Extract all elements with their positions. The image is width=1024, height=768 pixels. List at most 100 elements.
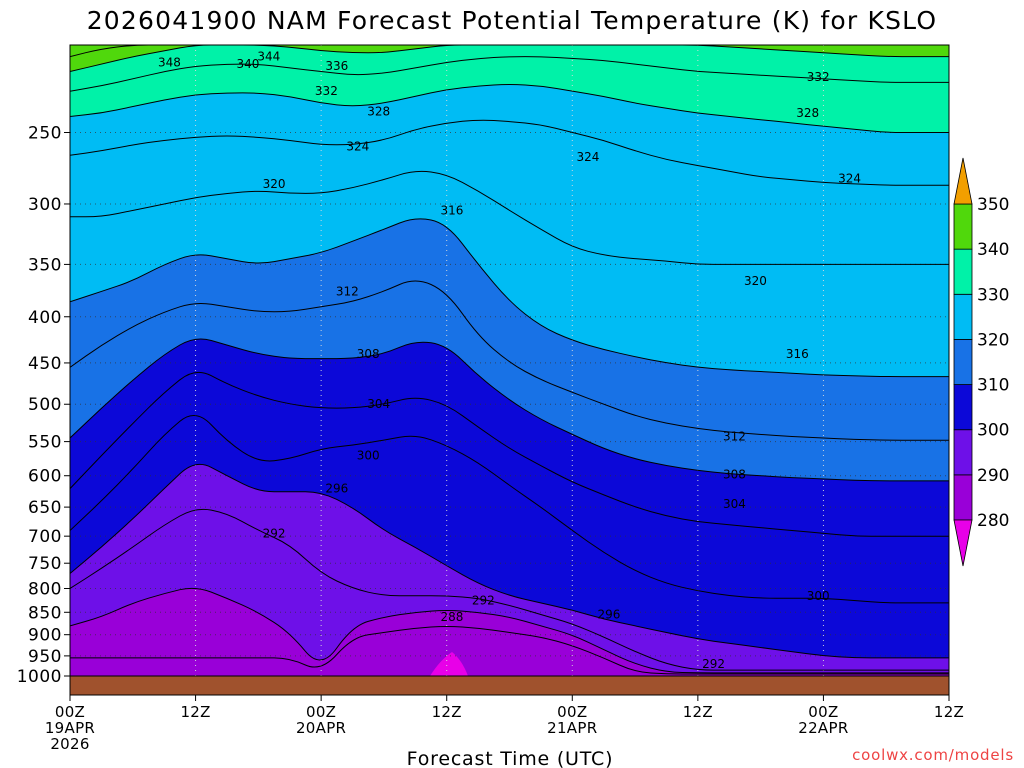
- contour-label-332: 332: [807, 70, 830, 84]
- isentrope-284: [70, 625, 949, 675]
- y-tick-label: 350: [28, 255, 62, 275]
- contour-label-324: 324: [577, 150, 600, 164]
- colorbar-label: 320: [977, 330, 1009, 350]
- contour-label-292: 292: [263, 526, 286, 540]
- y-tick-label: 450: [28, 354, 62, 374]
- plot-frame: [69, 44, 950, 696]
- y-tick-label: 300: [28, 195, 62, 215]
- x-tick-label: 12Z: [180, 703, 210, 721]
- contour-label-328: 328: [367, 105, 390, 119]
- y-tick-label: 550: [28, 433, 62, 453]
- contour-label-320: 320: [263, 177, 286, 191]
- y-tick-label: 700: [28, 527, 62, 547]
- isentrope-324: [70, 119, 949, 186]
- credit-text: coolwx.com/models: [852, 746, 1014, 764]
- axis-layer: 250 300 350 400 450 500 550 600 650 700 750 800 850 9…: [17, 44, 964, 753]
- isentrope-288: [70, 587, 949, 674]
- x-tick-label: 2026: [50, 735, 89, 753]
- band-below-280: [430, 652, 468, 676]
- x-tick-label: 19APR: [45, 719, 95, 737]
- isentrope-304: [70, 371, 949, 537]
- x-tick-label: 00Z: [557, 703, 587, 721]
- x-tick-label: 21APR: [547, 719, 597, 737]
- colorbar-label: 350: [977, 195, 1009, 215]
- contour-label-324: 324: [346, 139, 369, 153]
- colorbar-label: 300: [977, 421, 1009, 441]
- colorbar-segment-330: [953, 248, 973, 295]
- isentrope-292: [70, 508, 949, 671]
- contour-label-316: 316: [440, 203, 463, 217]
- colorbar-segment-340: [953, 203, 973, 250]
- contour-layer: [70, 45, 949, 675]
- x-tick-label: 00Z: [55, 703, 85, 721]
- contour-label-308: 308: [357, 347, 380, 361]
- colorbar-label: 340: [977, 240, 1009, 260]
- x-tick-label: 20APR: [296, 719, 346, 737]
- isentrope-308: [70, 338, 949, 482]
- x-tick-label: 12Z: [683, 703, 713, 721]
- contour-label-300: 300: [357, 449, 380, 463]
- y-tick-label: 800: [28, 580, 62, 600]
- y-tick-label: 500: [28, 395, 62, 415]
- colorbar-above-arrow: [953, 157, 973, 205]
- colorbar-label: 280: [977, 511, 1009, 531]
- colorbar-label: 330: [977, 285, 1009, 305]
- contour-label-336: 336: [325, 59, 348, 73]
- y-tick-label: 600: [28, 467, 62, 487]
- contour-label-292: 292: [472, 594, 495, 608]
- contour-label-292: 292: [702, 657, 725, 671]
- contour-label-328: 328: [796, 106, 819, 120]
- colorbar-label: 290: [977, 466, 1009, 486]
- y-tick-label: 400: [28, 308, 62, 328]
- y-tick-label: 650: [28, 498, 62, 518]
- contour-label-296: 296: [597, 608, 620, 622]
- colorbar-segment-300: [953, 384, 973, 431]
- y-tick-label: 900: [28, 626, 62, 646]
- x-axis-title: Forecast Time (UTC): [407, 748, 614, 768]
- x-tick-label: 12Z: [934, 703, 964, 721]
- contour-label-308: 308: [723, 467, 746, 481]
- colorbar-segment-280: [953, 474, 973, 521]
- colorbar-label: 310: [977, 376, 1009, 396]
- colorbar-segment-310: [953, 339, 973, 385]
- contour-label-304: 304: [723, 497, 746, 511]
- contour-label-288: 288: [440, 610, 463, 624]
- x-tick-label: 22APR: [798, 719, 848, 737]
- contour-label-316: 316: [786, 347, 809, 361]
- y-tick-label: 1000: [17, 667, 62, 687]
- ground-strip: [69, 675, 950, 696]
- colorbar-segment-290: [953, 429, 973, 476]
- contour-label-312: 312: [336, 284, 359, 298]
- chart-title: 2026041900 NAM Forecast Potential Temper…: [87, 6, 938, 35]
- contour-label-312: 312: [723, 430, 746, 444]
- colorbar-segment-320: [953, 293, 973, 340]
- contour-label-348: 348: [158, 55, 181, 69]
- contour-label-320: 320: [744, 274, 767, 288]
- colorbar-below-arrow: [953, 519, 973, 567]
- temperature-fill-layer: [70, 45, 949, 695]
- colorbar: 280 290 300 310 320 330 340 350: [953, 157, 1009, 567]
- contour-label-344: 344: [257, 50, 280, 64]
- contour-label-304: 304: [367, 397, 390, 411]
- y-tick-label: 950: [28, 647, 62, 667]
- x-tick-label: 12Z: [432, 703, 462, 721]
- isentrope-332: [70, 56, 949, 92]
- contour-label-340: 340: [236, 57, 259, 71]
- contour-label-300: 300: [807, 589, 830, 603]
- isentrope-316: [70, 218, 949, 378]
- contour-label-324: 324: [838, 171, 861, 185]
- contour-label-296: 296: [325, 482, 348, 496]
- isentrope-320: [70, 170, 949, 265]
- isentrope-328: [70, 84, 949, 133]
- y-tick-label: 250: [28, 123, 62, 143]
- x-tick-label: 00Z: [306, 703, 336, 721]
- ground-layer: [69, 675, 950, 696]
- contour-label-332: 332: [315, 84, 338, 98]
- y-tick-label: 850: [28, 603, 62, 623]
- y-tick-label: 750: [28, 554, 62, 574]
- x-tick-label: 00Z: [808, 703, 838, 721]
- isentrope-312: [70, 280, 949, 441]
- isentrope-296: [70, 463, 949, 659]
